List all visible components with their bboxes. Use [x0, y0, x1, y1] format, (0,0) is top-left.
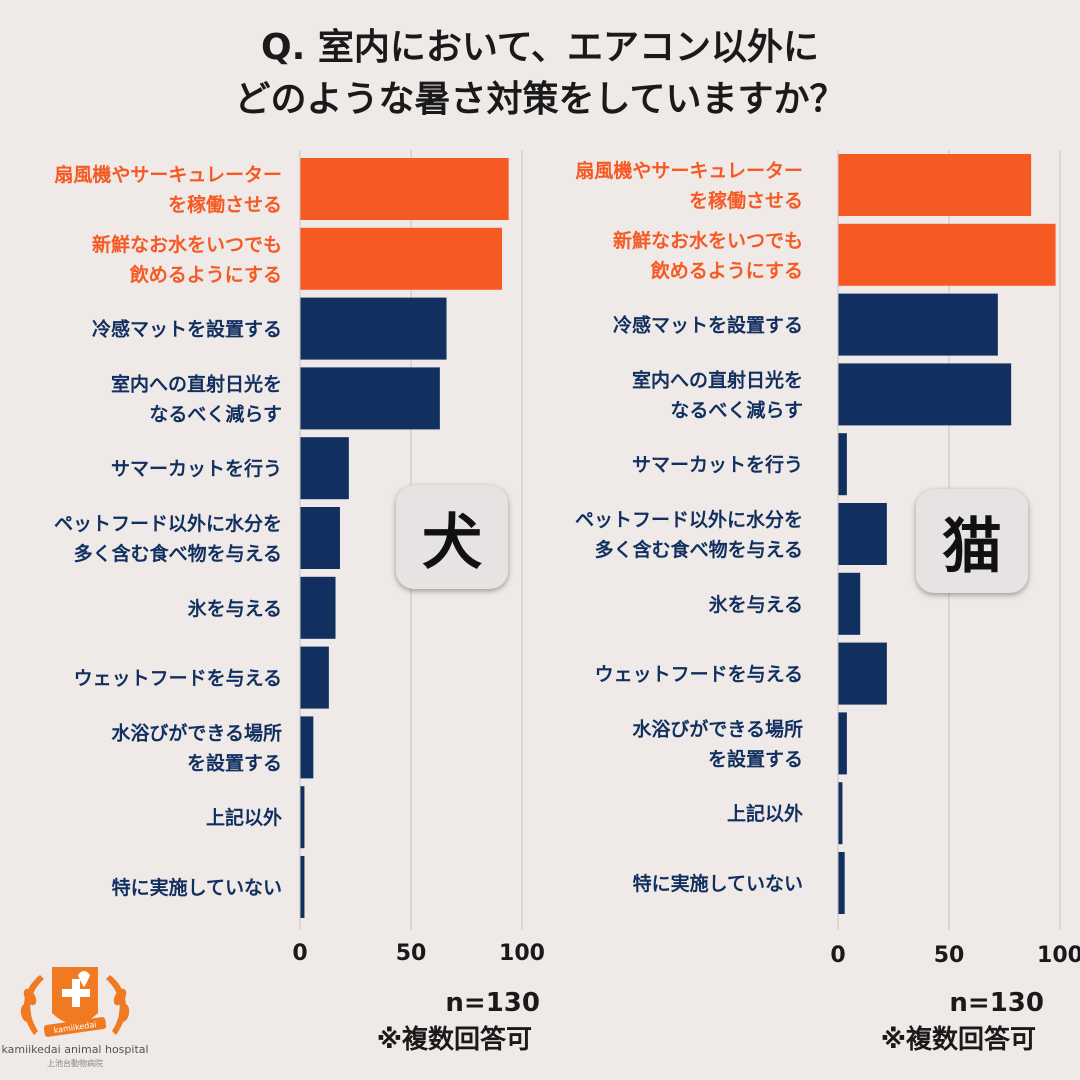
dog-n-label: n=130	[445, 988, 540, 1018]
cat-bar	[838, 712, 847, 775]
dog-bar	[300, 716, 314, 779]
title-line-2: どのような暑さ対策をしていますか？	[234, 79, 846, 120]
cat-category-label: サマーカットを行う	[632, 453, 803, 476]
hospital-logo: kamiikedai	[20, 967, 130, 1037]
dog-bar	[300, 297, 447, 360]
dog-category-label: 上記以外	[206, 806, 282, 829]
dog-bar	[300, 786, 305, 849]
cross-icon	[62, 979, 90, 1007]
cat-bar	[838, 503, 887, 565]
dog-category-label: 水浴びができる場所	[111, 721, 282, 744]
cat-bar	[838, 782, 843, 845]
cat-category-label: 扇風機やサーキュレーター	[575, 159, 803, 182]
dog-tick-label: 50	[396, 941, 427, 966]
cat-bar	[838, 852, 845, 914]
hospital-name: kamiikedai animal hospital	[1, 1043, 149, 1056]
dog-bar	[300, 437, 349, 500]
dog-category-label: なるべく減らす	[149, 402, 282, 425]
cat-tick-label: 0	[830, 943, 845, 968]
cat-n-label: n=130	[949, 988, 1044, 1018]
dog-bar	[300, 367, 440, 430]
dog-category-label: ウェットフードを与える	[74, 668, 282, 690]
hospital-subname: 上池台動物病院	[47, 1059, 103, 1068]
cat-category-label: を設置する	[708, 747, 803, 770]
dog-category-label: 飲めるようにする	[129, 263, 282, 286]
cat-bar	[838, 293, 998, 356]
cat-category-label: を稼働させる	[689, 189, 803, 212]
dog-category-label: 新鮮なお水をいつでも	[92, 233, 282, 256]
dog-panel-badge: 犬	[396, 485, 508, 589]
dog-bar	[300, 158, 509, 220]
dog-category-label: サマーカットを行う	[111, 457, 282, 480]
cat-bar	[838, 154, 1032, 216]
cat-bar	[838, 223, 1056, 286]
dog-bar	[300, 576, 336, 639]
chart-title: Q. 室内において、エアコン以外に どのような暑さ対策をしていますか？	[0, 22, 1080, 126]
dog-category-label: 室内への直射日光を	[111, 372, 282, 395]
dog-category-label: ペットフード以外に水分を	[54, 512, 282, 535]
dog-tick-label: 0	[292, 941, 307, 966]
cat-category-label: 飲めるようにする	[650, 259, 803, 282]
dog-bar	[300, 646, 329, 709]
cat-category-label: 冷感マットを設置する	[613, 314, 803, 337]
dog-category-label: 氷を与える	[188, 598, 282, 620]
cat-tick-label: 50	[934, 943, 965, 968]
cat-category-label: 多く含む食べ物を与える	[595, 538, 803, 561]
dog-bar	[300, 507, 340, 569]
dog-category-label: を稼働させる	[168, 193, 282, 216]
cat-category-label: 水浴びができる場所	[632, 717, 803, 740]
cat-category-label: 氷を与える	[709, 594, 803, 616]
dog-multi-label: ※複数回答可	[376, 1025, 532, 1055]
cat-tick-label: 100	[1037, 943, 1080, 968]
cat-bar	[838, 572, 861, 635]
dog-category-label: 特に実施していない	[112, 876, 282, 899]
cat-category-label: 室内への直射日光を	[632, 368, 803, 391]
cat-panel-badge: 猫	[916, 489, 1028, 593]
cat-bar	[838, 363, 1012, 426]
cat-multi-label: ※複数回答可	[880, 1025, 1036, 1055]
cat-bar	[838, 642, 887, 705]
dog-category-label: 冷感マットを設置する	[92, 318, 282, 341]
dog-bar	[300, 227, 503, 290]
dog-bar	[300, 856, 305, 918]
cat-category-label: 新鮮なお水をいつでも	[613, 229, 803, 252]
cat-category-label: 特に実施していない	[633, 872, 803, 895]
dog-category-label: 多く含む食べ物を与える	[74, 542, 282, 565]
dog-tick-label: 100	[499, 941, 545, 966]
cat-category-label: 上記以外	[727, 802, 803, 825]
cat-category-label: なるべく減らす	[670, 398, 803, 421]
cat-bar	[838, 433, 847, 496]
dog-category-label: 扇風機やサーキュレーター	[54, 163, 282, 186]
title-line-1: Q. 室内において、エアコン以外に	[261, 27, 819, 68]
dog-category-label: を設置する	[187, 751, 282, 774]
cat-category-label: ウェットフードを与える	[595, 664, 803, 686]
cat-category-label: ペットフード以外に水分を	[575, 508, 803, 531]
